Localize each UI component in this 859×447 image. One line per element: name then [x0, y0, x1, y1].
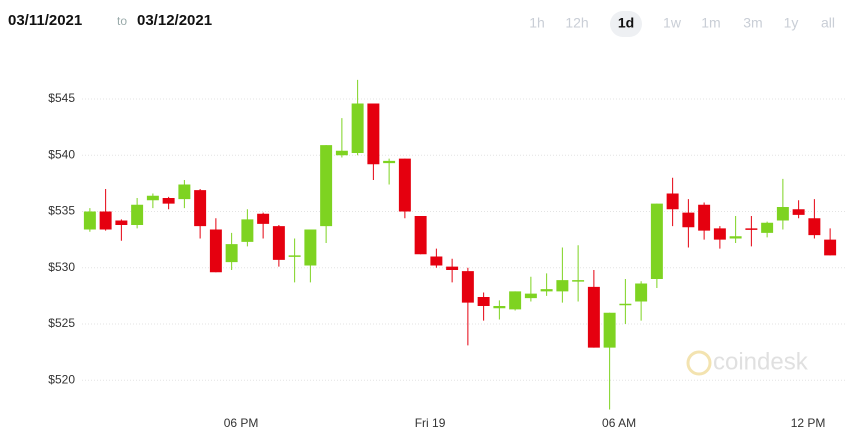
candle-body — [745, 228, 758, 230]
candle-body — [713, 228, 726, 240]
candle-body — [320, 145, 333, 227]
candle-body — [477, 297, 490, 306]
candle-body — [761, 222, 774, 233]
y-tick-label: $540 — [48, 147, 75, 161]
range-button[interactable]: 1w — [663, 15, 682, 31]
candle-body — [650, 203, 663, 279]
candle-body — [367, 103, 380, 165]
candle-body — [792, 209, 805, 215]
range-button[interactable]: all — [821, 15, 835, 31]
candle-body — [493, 306, 506, 309]
candle-body — [304, 229, 317, 266]
candle-body — [572, 280, 585, 282]
candle-body — [666, 193, 679, 210]
candle-body — [776, 207, 789, 221]
candle-body — [194, 190, 207, 227]
candle-body — [824, 239, 837, 256]
candle-body — [225, 244, 238, 263]
candle-body — [162, 198, 175, 204]
candle-body — [257, 213, 270, 224]
y-tick-label: $520 — [48, 372, 75, 386]
candle-body — [509, 291, 522, 310]
range-button[interactable]: 1m — [701, 15, 720, 31]
date-from: 03/11/2021 — [8, 12, 82, 29]
candle-body — [272, 226, 285, 260]
y-tick-label: $535 — [48, 204, 75, 218]
candle-body — [729, 236, 742, 239]
x-tick-label: 06 AM — [602, 416, 636, 430]
x-tick-label: 12 PM — [791, 416, 826, 430]
watermark: coindesk — [713, 348, 809, 375]
y-tick-label: $545 — [48, 91, 75, 105]
candle-body — [178, 184, 191, 200]
range-button[interactable]: 1h — [529, 15, 545, 31]
candle-body — [556, 280, 569, 292]
candle-body — [351, 103, 364, 153]
range-selected-bg — [610, 11, 642, 37]
candle-body — [288, 255, 301, 257]
y-tick-label: $530 — [48, 260, 75, 274]
candle-body — [682, 212, 695, 228]
candle-body — [446, 266, 459, 270]
candle-body — [635, 283, 648, 302]
range-button[interactable]: 1y — [784, 15, 799, 31]
date-to: 03/12/2021 — [137, 12, 212, 29]
candle-body — [115, 220, 128, 225]
candle-body — [209, 229, 222, 273]
candle-body — [587, 286, 600, 348]
date-to-word: to — [117, 14, 127, 28]
candle-body — [540, 289, 553, 292]
candle-body — [698, 204, 711, 231]
range-button[interactable]: 3m — [743, 15, 762, 31]
candle-body — [414, 216, 427, 255]
x-tick-label: 06 PM — [224, 416, 259, 430]
candle-body — [335, 150, 348, 156]
candle-body — [524, 293, 537, 299]
candle-body — [83, 211, 96, 230]
candle-body — [398, 158, 411, 212]
candle-body — [99, 211, 112, 230]
candle-body — [808, 218, 821, 236]
watermark-logo: coindesk — [686, 348, 809, 376]
candle-body — [383, 160, 396, 164]
candle-body — [461, 271, 474, 303]
y-tick-label: $525 — [48, 316, 75, 330]
x-tick-label: Fri 19 — [415, 416, 446, 430]
candle-body — [619, 303, 632, 306]
candle-body — [146, 195, 159, 201]
range-button[interactable]: 1d — [618, 15, 634, 31]
candle-body — [430, 256, 443, 266]
range-button[interactable]: 12h — [565, 15, 588, 31]
candle-body — [603, 312, 616, 348]
candle-body — [131, 204, 144, 225]
candle-body — [241, 219, 254, 242]
